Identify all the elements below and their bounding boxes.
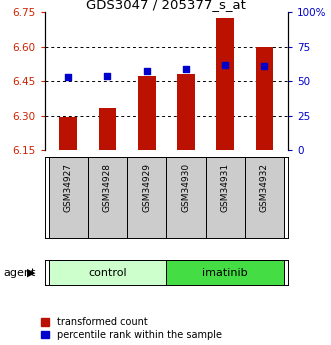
Point: [183, 66, 189, 71]
Bar: [216, 18, 234, 150]
Text: GSM34930: GSM34930: [181, 162, 190, 212]
Text: imatinib: imatinib: [202, 268, 248, 277]
Title: GDS3047 / 205377_s_at: GDS3047 / 205377_s_at: [86, 0, 246, 11]
Bar: [166, 260, 284, 285]
Text: control: control: [88, 268, 127, 277]
Text: GSM34931: GSM34931: [221, 162, 230, 212]
Point: [105, 73, 110, 78]
Legend: transformed count, percentile rank within the sample: transformed count, percentile rank withi…: [41, 317, 222, 340]
Text: ▶: ▶: [27, 268, 36, 277]
Bar: [138, 77, 156, 150]
Text: GSM34927: GSM34927: [64, 162, 73, 211]
Bar: [245, 157, 284, 238]
Bar: [256, 47, 273, 150]
Text: GSM34932: GSM34932: [260, 162, 269, 211]
Bar: [88, 157, 127, 238]
Bar: [177, 74, 195, 150]
Text: GSM34929: GSM34929: [142, 162, 151, 211]
Text: GSM34928: GSM34928: [103, 162, 112, 211]
Bar: [127, 157, 166, 238]
Bar: [166, 157, 206, 238]
Point: [66, 74, 71, 80]
Bar: [99, 108, 116, 150]
Bar: [49, 157, 88, 238]
Point: [222, 62, 228, 67]
Text: agent: agent: [3, 268, 36, 277]
Point: [144, 69, 149, 74]
Point: [262, 63, 267, 69]
Bar: [49, 260, 166, 285]
Bar: [206, 157, 245, 238]
Bar: [59, 117, 77, 150]
